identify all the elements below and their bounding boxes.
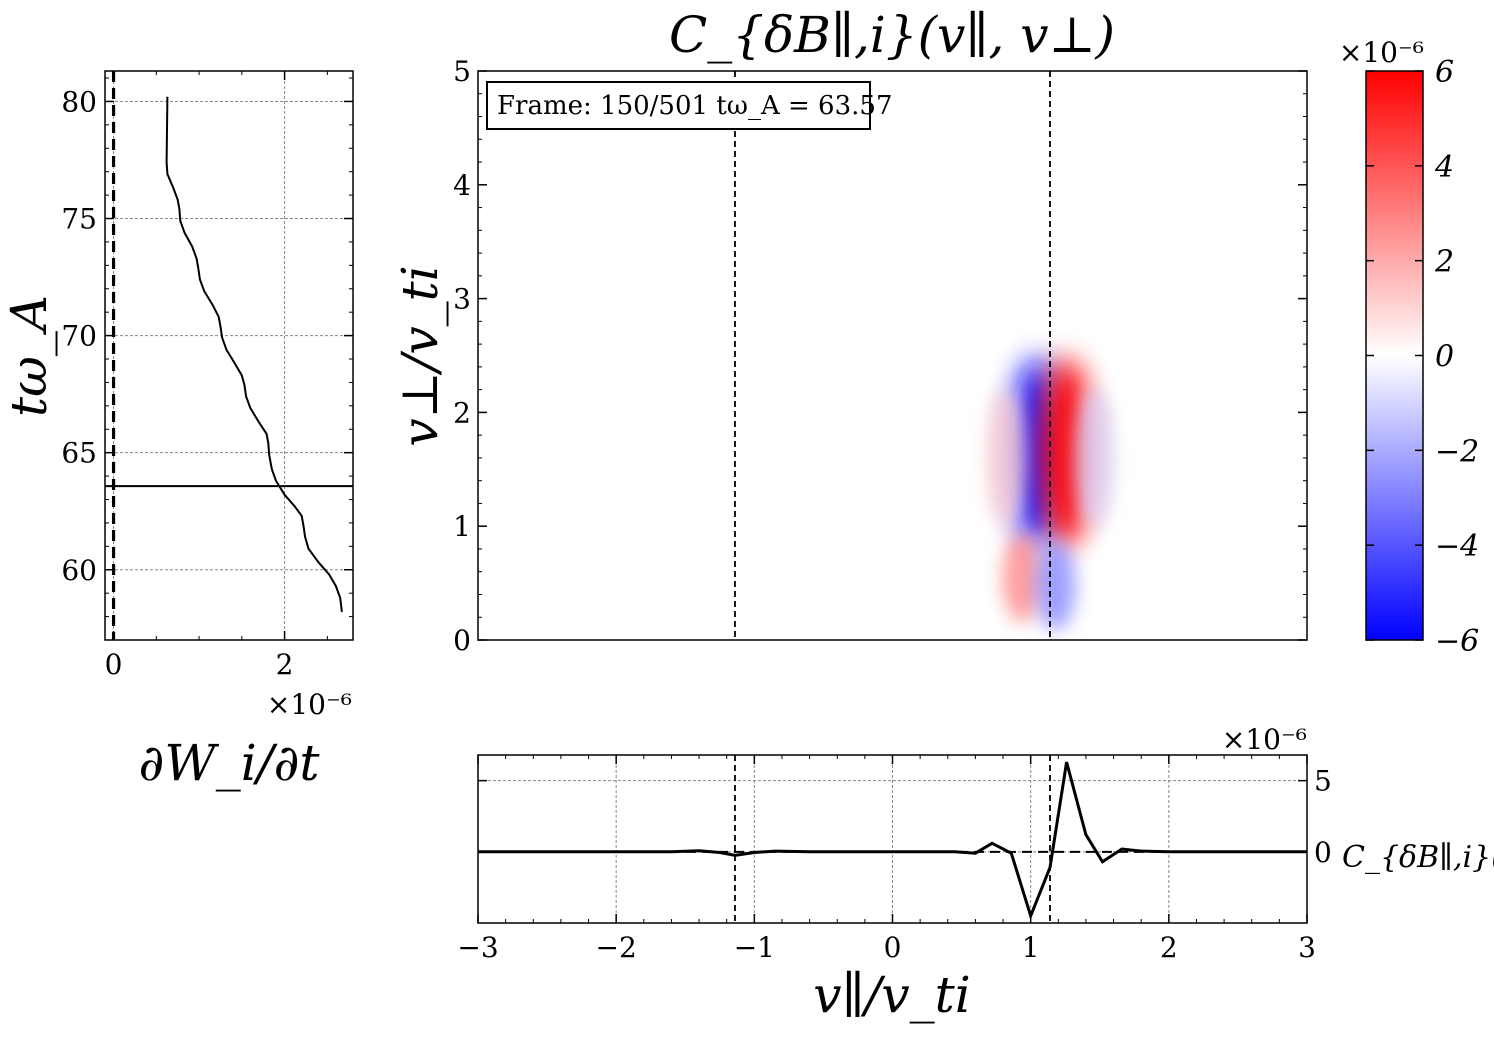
heatmap-ytick-label: 3 bbox=[453, 283, 471, 316]
bottom-xtick-label: 2 bbox=[1160, 931, 1178, 964]
heatmap-feature-positive bbox=[985, 387, 1026, 528]
colorbar-exponent: ×10⁻⁶ bbox=[1339, 36, 1424, 69]
bottom-xtick-label: −3 bbox=[457, 931, 498, 964]
left-ytick-label: 60 bbox=[61, 554, 97, 587]
reduced-correlation-panel: −3 −2 −1 0 1 2 3 0 5 ×10⁻⁶ C_{δB∥,i}(v∥) v∥/v_ti bbox=[457, 723, 1494, 1024]
energy-transfer-curve bbox=[165, 96, 343, 613]
heatmap-ytick-label: 0 bbox=[453, 624, 471, 657]
colorbar-tick-label: 4 bbox=[1434, 150, 1454, 185]
left-plot-frame bbox=[104, 70, 354, 641]
left-x-axis-title: ∂W_i/∂t bbox=[138, 734, 320, 792]
bottom-xtick-label: 0 bbox=[884, 931, 902, 964]
colorbar-tick-label: 0 bbox=[1435, 340, 1454, 375]
bottom-xtick-label: 1 bbox=[1022, 931, 1040, 964]
colorbar-tick-label: −2 bbox=[1435, 434, 1479, 469]
energy-history-panel: 60 65 70 75 80 0 2 ×10⁻⁶ ∂W_i/∂t tω_A bbox=[0, 70, 354, 792]
bottom-y-axis-label: C_{δB∥,i}(v∥) bbox=[1342, 840, 1494, 875]
heatmap-ytick-label: 4 bbox=[453, 169, 471, 202]
reduced-correlation-curve bbox=[478, 761, 1307, 921]
heatmap-title: C_{δB∥,i}(v∥, v⊥) bbox=[669, 6, 1115, 64]
left-gridlines bbox=[105, 71, 353, 640]
bottom-x-axis-title: v∥/v_ti bbox=[813, 966, 971, 1024]
bottom-xtick-label: −1 bbox=[734, 931, 775, 964]
left-xtick-label: 0 bbox=[105, 648, 123, 681]
colorbar-tick-label: −4 bbox=[1435, 529, 1479, 564]
bottom-ticks: −3 −2 −1 0 1 2 3 0 5 bbox=[457, 755, 1332, 964]
heatmap-features bbox=[985, 357, 1115, 631]
frame-annotation-box: Frame: 150/501 tω_A = 63.57 bbox=[486, 81, 892, 130]
bottom-y-exponent: ×10⁻⁶ bbox=[1222, 723, 1307, 756]
left-x-exponent: ×10⁻⁶ bbox=[267, 688, 352, 721]
bottom-gridlines bbox=[477, 755, 1308, 923]
frame-annotation-text: Frame: 150/501 tω_A = 63.57 bbox=[497, 91, 892, 121]
left-ytick-label: 80 bbox=[61, 85, 97, 118]
colorbar-tick-label: −6 bbox=[1435, 624, 1479, 659]
colorbar-tick-label: 2 bbox=[1434, 245, 1454, 280]
heatmap-feature-negative bbox=[1035, 540, 1076, 631]
colorbar: ×10⁻⁶ 6 4 2 0 −2 −4 −6 bbox=[1339, 36, 1479, 659]
left-y-axis-title: tω_A bbox=[0, 295, 58, 417]
heatmap-y-axis-title: v⊥/v_ti bbox=[391, 265, 449, 446]
bottom-xtick-label: −2 bbox=[596, 931, 637, 964]
heatmap-panel: C_{δB∥,i}(v∥, v⊥) 0 1 2 3 4 5 Frame: 150/501 … bbox=[391, 6, 1308, 657]
heatmap-feature-positive bbox=[1002, 532, 1043, 623]
left-ticks: 60 65 70 75 80 0 2 bbox=[61, 71, 353, 681]
colorbar-ticks: 6 4 2 0 −2 −4 −6 bbox=[1366, 55, 1479, 659]
left-ytick-label: 75 bbox=[61, 203, 97, 236]
heatmap-feature-negative bbox=[1074, 387, 1115, 528]
left-ytick-label: 70 bbox=[61, 320, 97, 353]
heatmap-background bbox=[478, 71, 1307, 640]
bottom-ytick-label: 5 bbox=[1314, 765, 1332, 798]
bottom-xtick-label: 3 bbox=[1298, 931, 1316, 964]
colorbar-gradient bbox=[1365, 70, 1424, 641]
heatmap-ytick-label: 1 bbox=[453, 510, 471, 543]
colorbar-tick-label: 6 bbox=[1435, 55, 1454, 90]
heatmap-frame bbox=[477, 70, 1308, 641]
heatmap-ticks: 0 1 2 3 4 5 bbox=[453, 55, 1307, 657]
bottom-ytick-label: 0 bbox=[1314, 836, 1332, 869]
heatmap-ytick-label: 2 bbox=[453, 396, 471, 429]
heatmap-ytick-label: 5 bbox=[453, 55, 471, 88]
left-xtick-label: 2 bbox=[276, 648, 294, 681]
left-ytick-label: 65 bbox=[61, 437, 97, 470]
